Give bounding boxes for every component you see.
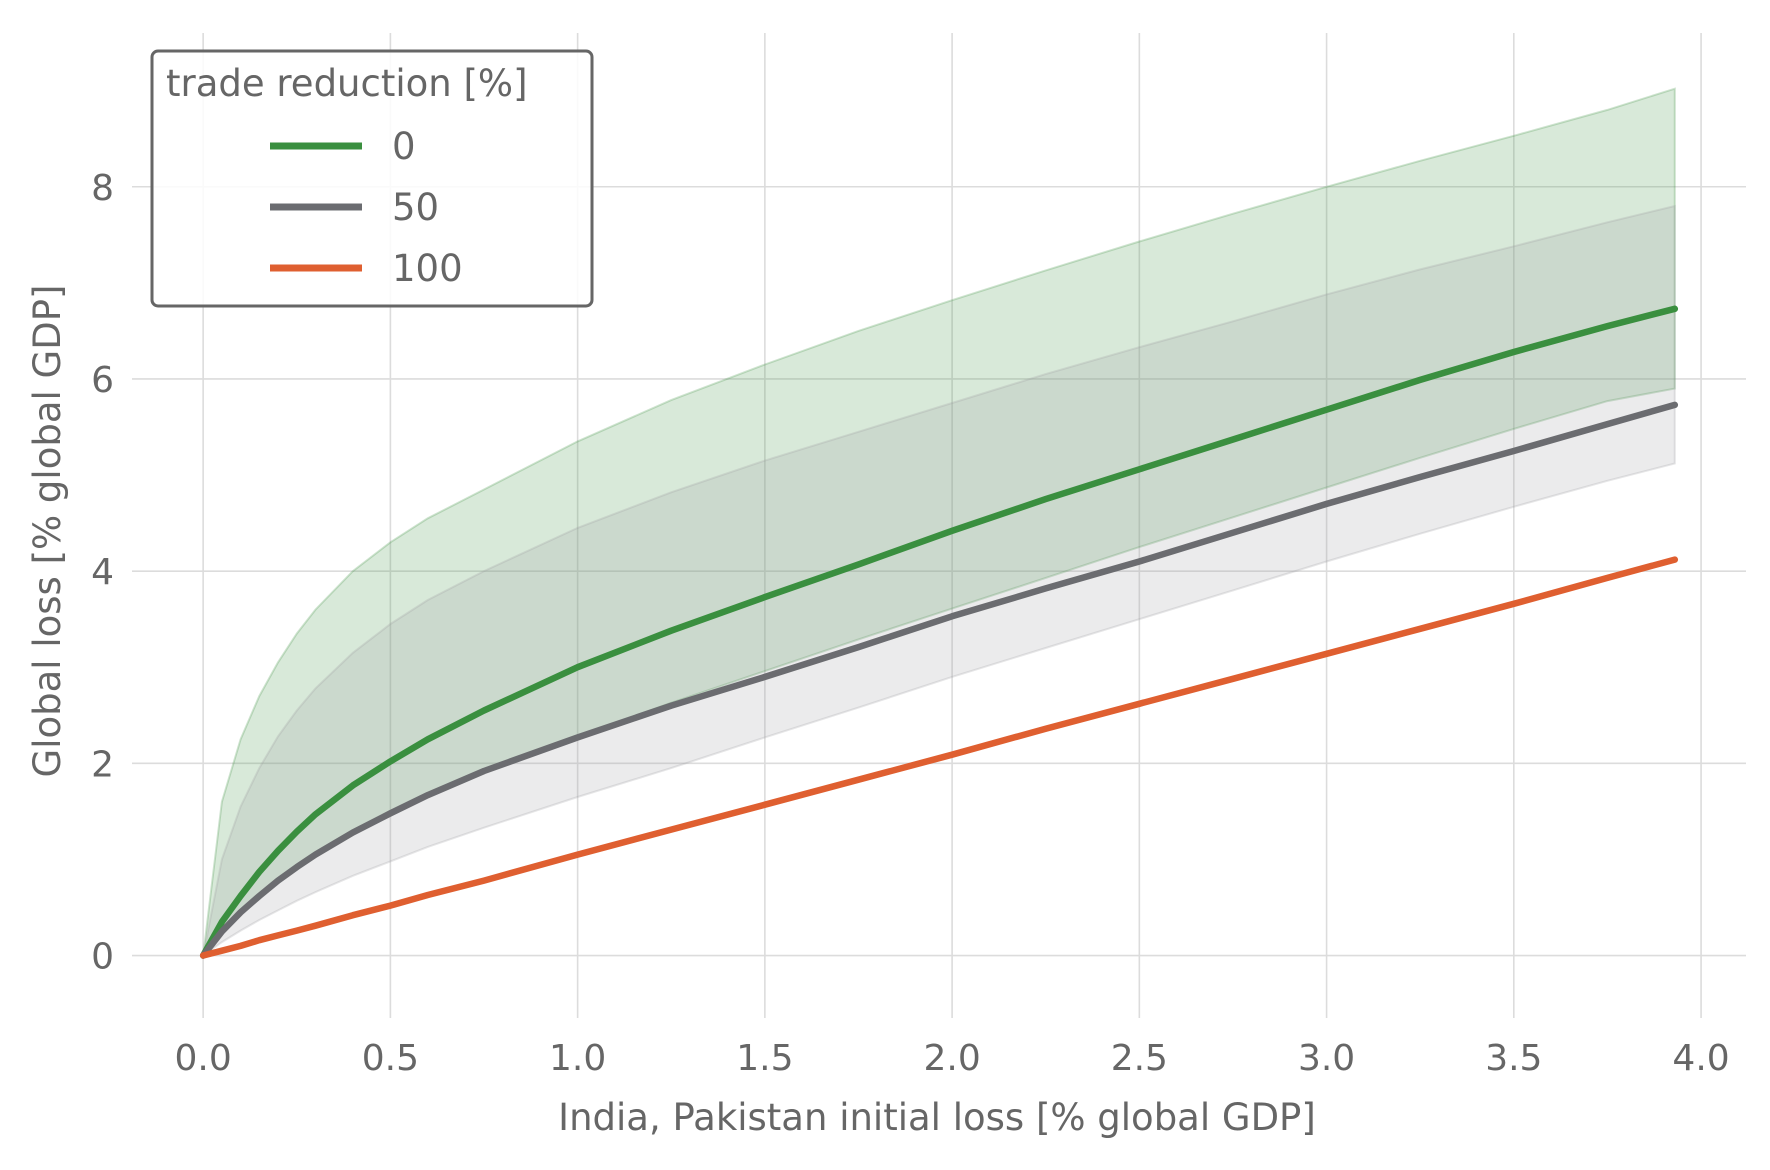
y-tick-label: 8 — [91, 168, 114, 209]
series-lines — [199, 305, 1679, 959]
legend-label-100: 100 — [392, 247, 463, 290]
x-tick-label: 2.0 — [923, 1038, 980, 1079]
x-tick-label: 3.0 — [1298, 1038, 1355, 1079]
grid — [132, 33, 1746, 1018]
y-tick-label: 0 — [91, 937, 114, 978]
line-series-50 — [199, 401, 1679, 959]
x-tick-label: 1.5 — [736, 1038, 793, 1079]
legend: trade reduction [%] 0 50 100 — [150, 49, 594, 308]
band-series-50 — [201, 204, 1676, 958]
y-tick-label: 6 — [91, 360, 114, 401]
y-axis-ticks: 0 2 4 6 8 — [91, 168, 114, 978]
legend-label-50: 50 — [392, 186, 439, 229]
y-axis-label: Global loss [% global GDP] — [26, 285, 69, 778]
legend-frame — [150, 49, 594, 308]
line-series-0 — [199, 305, 1679, 959]
x-tick-label: 1.0 — [549, 1038, 606, 1079]
line-series-100 — [199, 556, 1679, 959]
x-tick-label: 2.5 — [1111, 1038, 1168, 1079]
legend-title: trade reduction [%] — [166, 62, 528, 105]
x-axis-label: India, Pakistan initial loss [% global G… — [558, 1096, 1316, 1139]
legend-label-0: 0 — [392, 125, 416, 168]
x-tick-label: 0.0 — [175, 1038, 232, 1079]
x-tick-label: 3.5 — [1485, 1038, 1542, 1079]
x-tick-label: 4.0 — [1672, 1038, 1729, 1079]
legend-items: 0 50 100 — [270, 125, 463, 290]
x-axis-ticks: 0.0 0.5 1.0 1.5 2.0 2.5 3.0 3.5 4.0 — [175, 1038, 1730, 1079]
y-tick-label: 4 — [91, 552, 114, 593]
y-tick-label: 2 — [91, 744, 114, 785]
x-tick-label: 0.5 — [362, 1038, 419, 1079]
